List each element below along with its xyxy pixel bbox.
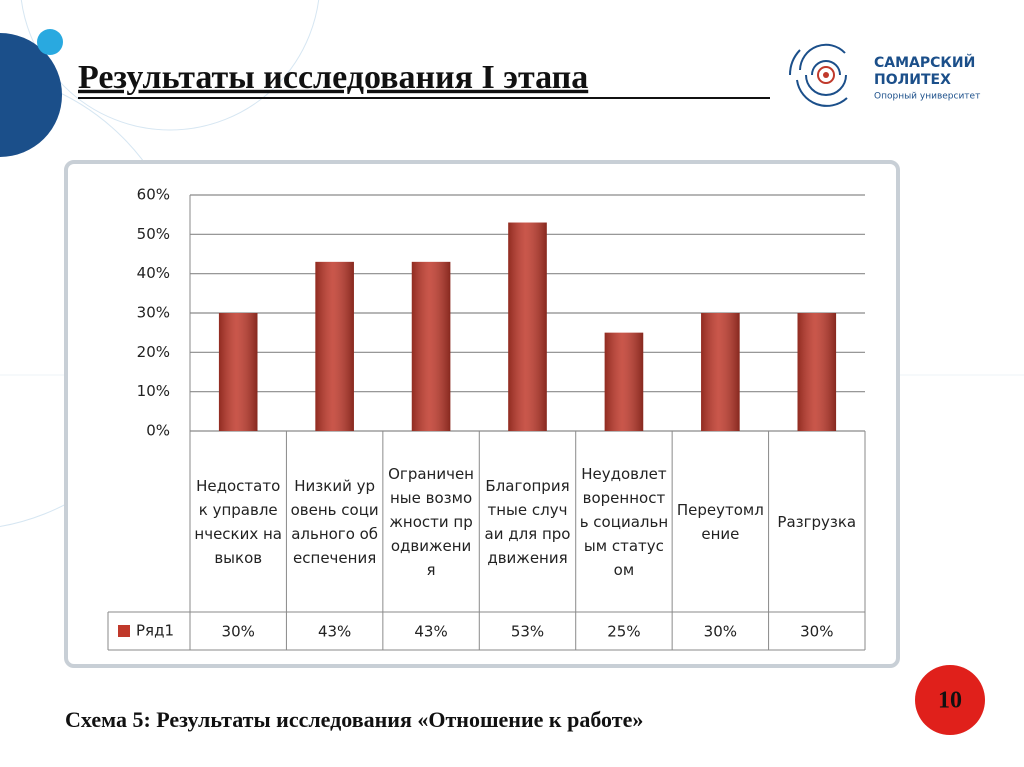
bar-shade xyxy=(411,261,451,431)
value-label: 30% xyxy=(704,623,737,641)
y-tick-label: 60% xyxy=(137,186,170,204)
bar-shade xyxy=(315,261,354,431)
category-cell: Низкий уровень социального обеспечения xyxy=(290,476,379,567)
x-tick-label: Разгрузка xyxy=(777,512,857,531)
chart-frame xyxy=(64,160,900,668)
y-tick-label: 30% xyxy=(137,304,170,322)
page-number: 10 xyxy=(938,688,962,714)
category-cell: Переутомление xyxy=(676,500,764,543)
category-cell: Благоприятные случаи для продвижения xyxy=(484,476,571,567)
y-tick-label: 40% xyxy=(137,264,170,282)
category-cell: Разгрузка xyxy=(777,512,857,531)
caption: Схема 5: Результаты исследования «Отноше… xyxy=(65,707,643,732)
bar-shade xyxy=(218,313,258,431)
category-cell: Ограниченные возможности продвижения xyxy=(388,464,474,579)
x-tick-label: Низкий уровень социального обеспечения xyxy=(290,476,379,567)
value-label: 43% xyxy=(318,623,351,641)
x-tick-label: Благоприятные случаи для продвижения xyxy=(484,476,571,567)
category-cell: Недостаток управленческих навыков xyxy=(194,476,283,567)
page-badge xyxy=(915,665,985,735)
logo-line: САМАРСКИЙ xyxy=(874,54,975,71)
value-label: 25% xyxy=(607,623,640,641)
x-tick-label: Неудовлетворенность социальным статусом xyxy=(579,464,669,579)
value-label: 30% xyxy=(800,623,833,641)
bar-shade xyxy=(701,313,740,431)
logo xyxy=(788,43,848,107)
x-tick-label: Переутомление xyxy=(676,500,764,543)
legend-label: Ряд1 xyxy=(136,622,174,640)
decor-dot xyxy=(37,29,63,55)
x-tick-label: Недостаток управленческих навыков xyxy=(194,476,283,567)
y-tick-label: 50% xyxy=(137,225,170,243)
y-tick-label: 10% xyxy=(137,382,170,400)
logo-tagline: Опорный университет xyxy=(874,92,980,102)
category-cell: Неудовлетворенность социальным статусом xyxy=(579,464,669,579)
x-tick-label: Ограниченные возможности продвижения xyxy=(388,464,474,579)
value-label: 43% xyxy=(414,623,447,641)
logo-line: ПОЛИТЕХ xyxy=(874,72,951,88)
bar-shade xyxy=(797,313,837,431)
slide-title: Результаты исследования I этапа xyxy=(78,59,588,96)
value-label: 53% xyxy=(511,623,544,641)
y-tick-label: 0% xyxy=(146,422,170,440)
y-tick-label: 20% xyxy=(137,343,170,361)
bar-shade xyxy=(604,332,644,431)
bar-shade xyxy=(508,222,547,431)
value-label: 30% xyxy=(222,623,255,641)
decor-circle xyxy=(0,33,62,157)
legend-swatch xyxy=(118,625,130,637)
